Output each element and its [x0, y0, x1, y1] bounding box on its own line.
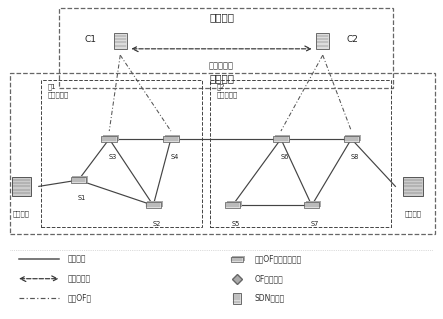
Text: 启用OF的光交叉连接: 启用OF的光交叉连接: [255, 255, 302, 263]
Text: OF协议代理: OF协议代理: [255, 274, 283, 283]
Text: C2: C2: [347, 35, 359, 44]
Text: S4: S4: [170, 154, 179, 160]
Bar: [72, 176, 88, 182]
Bar: [273, 136, 289, 142]
Bar: [225, 202, 240, 209]
Bar: [41, 80, 202, 227]
Bar: [101, 136, 117, 142]
Bar: [230, 256, 243, 262]
Bar: [145, 202, 161, 209]
Text: S6: S6: [280, 154, 289, 160]
Bar: [163, 136, 179, 142]
Bar: [232, 256, 245, 261]
Text: 控制器通信: 控制器通信: [209, 62, 234, 70]
Bar: [103, 135, 119, 141]
Text: 控制器通信: 控制器通信: [67, 274, 90, 283]
Text: 数据中心: 数据中心: [404, 210, 421, 217]
Bar: [403, 177, 423, 196]
Bar: [71, 177, 86, 183]
Bar: [12, 177, 31, 196]
Text: S1: S1: [78, 195, 86, 201]
Bar: [58, 8, 393, 88]
Text: S3: S3: [109, 154, 117, 160]
Bar: [226, 201, 242, 207]
Text: 光纤链路: 光纤链路: [67, 255, 86, 263]
Text: SDN控制器: SDN控制器: [255, 294, 285, 303]
Bar: [10, 72, 435, 234]
Bar: [233, 293, 241, 304]
Bar: [210, 80, 391, 227]
Bar: [147, 201, 163, 207]
Text: 数据平面: 数据平面: [209, 73, 234, 84]
Text: 域2
弹性光网络: 域2 弹性光网络: [217, 84, 238, 98]
Bar: [316, 33, 329, 49]
Text: 域1
弹性光网络: 域1 弹性光网络: [47, 84, 69, 98]
Text: 扩展OF流: 扩展OF流: [67, 294, 92, 303]
Text: S7: S7: [311, 220, 319, 226]
Text: 数据中心: 数据中心: [13, 210, 30, 217]
Bar: [275, 135, 291, 141]
Bar: [344, 136, 359, 142]
Text: S8: S8: [351, 154, 359, 160]
Text: S5: S5: [232, 220, 240, 226]
Bar: [165, 135, 180, 141]
Bar: [346, 135, 361, 141]
Bar: [306, 201, 321, 207]
Text: 控制平面: 控制平面: [209, 12, 234, 22]
Bar: [304, 202, 319, 209]
Bar: [114, 33, 127, 49]
Text: S2: S2: [152, 220, 161, 226]
Text: C1: C1: [84, 35, 96, 44]
